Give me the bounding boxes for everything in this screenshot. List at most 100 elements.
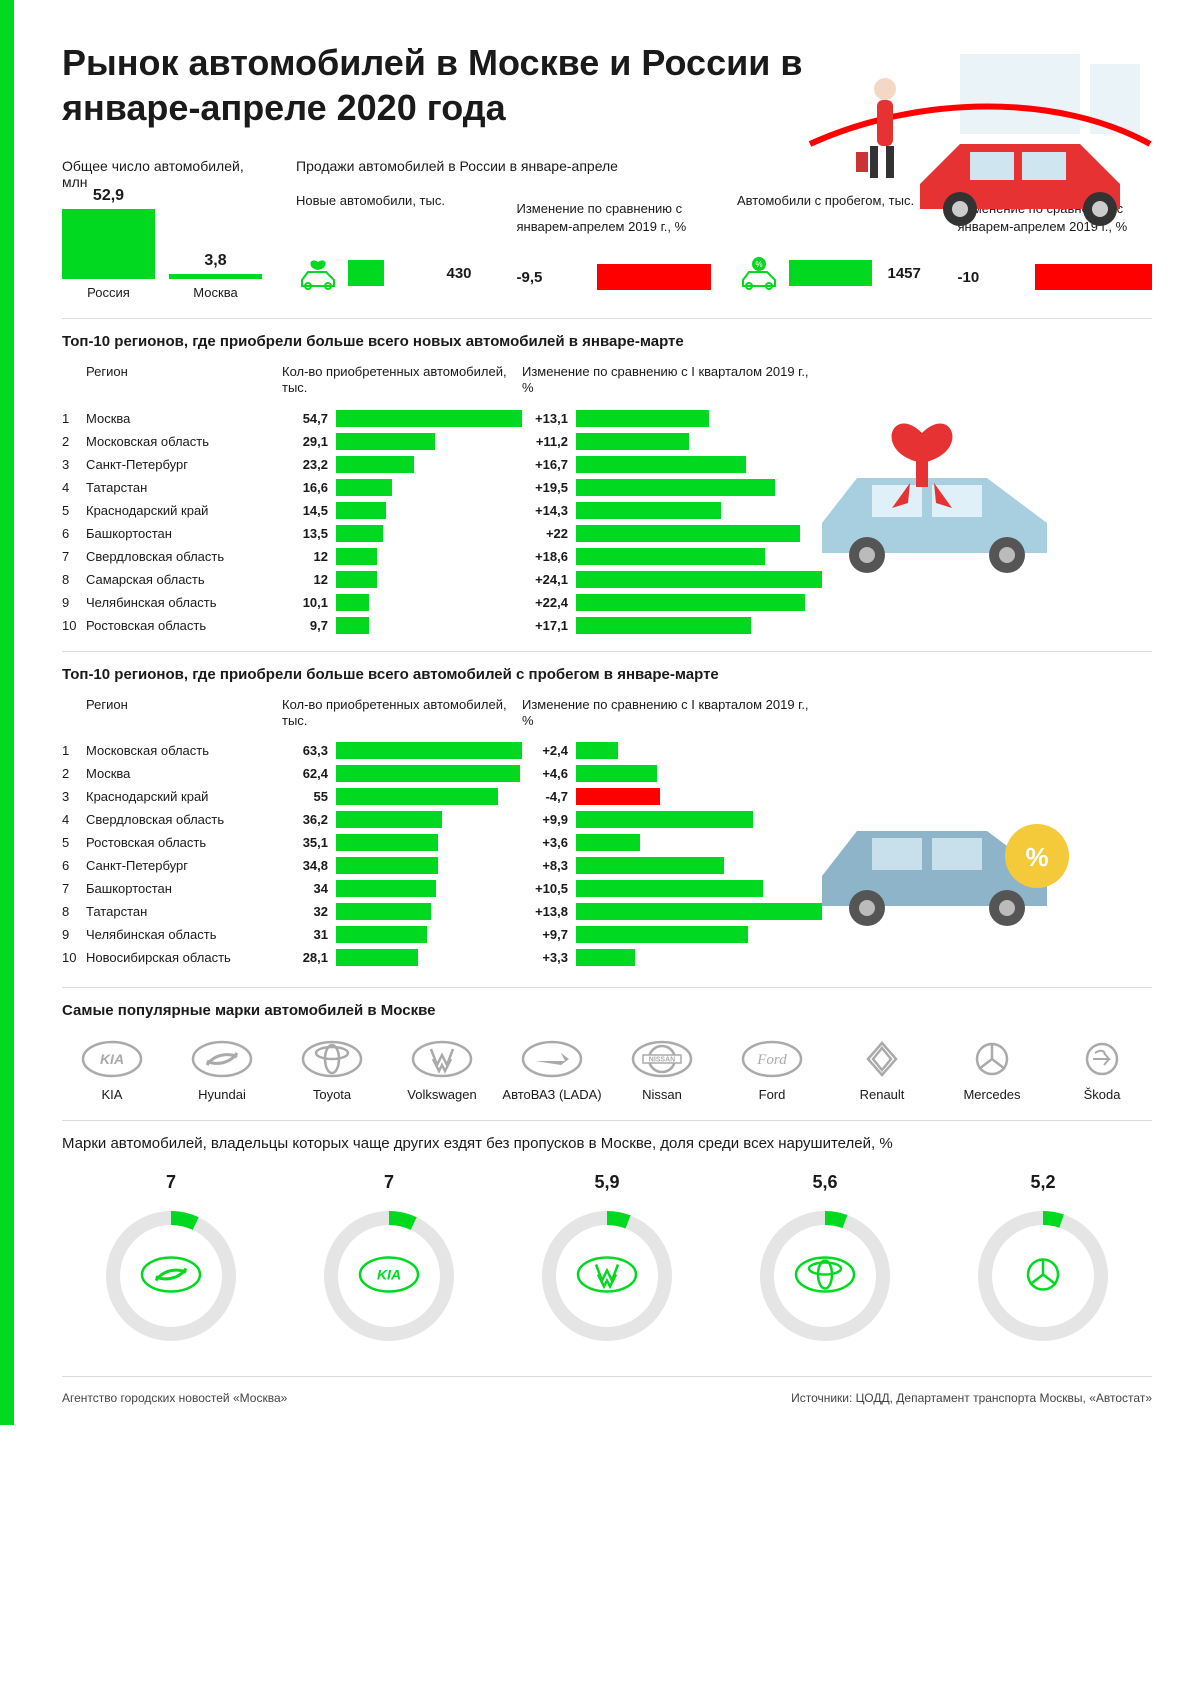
brand-name: Ford [722, 1087, 822, 1102]
donut-item: 5,6 [750, 1172, 900, 1356]
row-change-value: +3,3 [522, 950, 568, 965]
row-change-value: -4,7 [522, 789, 568, 804]
row-change-value: +11,2 [522, 434, 568, 449]
donut-value: 5,9 [532, 1172, 682, 1193]
row-change-value: +22,4 [522, 595, 568, 610]
row-count-value: 10,1 [282, 595, 328, 610]
row-num: 2 [62, 766, 86, 781]
sales-item-value: -10 [958, 269, 1002, 286]
donut-item: 7 [96, 1172, 246, 1356]
row-change-value: +9,9 [522, 812, 568, 827]
totals-bar-label: Россия [62, 285, 155, 300]
table1-title: Топ-10 регионов, где приобрели больше вс… [62, 333, 1152, 350]
row-num: 7 [62, 549, 86, 564]
car-bow-illustration [792, 393, 1112, 593]
brand-item: Hyundai [172, 1039, 272, 1102]
table1-h-change: Изменение по сравнению с I кварталом 201… [522, 364, 822, 397]
row-count-value: 63,3 [282, 743, 328, 758]
brand-name: Volkswagen [392, 1087, 492, 1102]
donut-value: 5,2 [968, 1172, 1118, 1193]
donut-brand-icon [1012, 1255, 1074, 1300]
hero-car-illustration [800, 34, 1160, 234]
row-count-value: 34 [282, 881, 328, 896]
totals-bar: 3,8 Москва [169, 252, 262, 300]
table2-title: Топ-10 регионов, где приобрели больше вс… [62, 666, 1152, 683]
row-count-value: 32 [282, 904, 328, 919]
row-change-value: +14,3 [522, 503, 568, 518]
row-count-value: 34,8 [282, 858, 328, 873]
svg-text:NISSAN: NISSAN [649, 1057, 675, 1064]
row-count-value: 13,5 [282, 526, 328, 541]
car-percent-icon: % [737, 256, 781, 290]
totals-block: Общее число автомобилей, млн 52,9Россия3… [62, 158, 262, 300]
brand-item: АвтоВАЗ (LADA) [502, 1039, 602, 1102]
donut-brand-icon [576, 1255, 638, 1300]
divider [62, 318, 1152, 319]
donut-value: 5,6 [750, 1172, 900, 1193]
row-region: Самарская область [86, 572, 282, 587]
table2-h-region: Регион [86, 697, 282, 730]
row-region: Ростовская область [86, 835, 282, 850]
row-num: 8 [62, 904, 86, 919]
row-region: Челябинская область [86, 927, 282, 942]
row-change-value: +13,1 [522, 411, 568, 426]
footer-left: Агентство городских новостей «Москва» [62, 1391, 287, 1405]
donut-item: 5,9 [532, 1172, 682, 1356]
row-count-value: 14,5 [282, 503, 328, 518]
row-region: Башкортостан [86, 526, 282, 541]
car-bow-icon [296, 256, 340, 290]
brand-logo-icon [411, 1039, 473, 1079]
sales-item-label: Новые автомобили, тыс. [296, 192, 491, 246]
row-change-value: +18,6 [522, 549, 568, 564]
row-region: Свердловская область [86, 549, 282, 564]
row-region: Краснодарский край [86, 789, 282, 804]
row-change-value: +4,6 [522, 766, 568, 781]
row-count-value: 28,1 [282, 950, 328, 965]
row-count-value: 23,2 [282, 457, 328, 472]
table-row: 9Челябинская область10,1+22,4 [62, 591, 1152, 614]
donuts-grid: 77KIA5,95,65,2 [62, 1172, 1152, 1356]
totals-bar-value: 3,8 [169, 252, 262, 270]
row-num: 1 [62, 743, 86, 758]
brand-logo-icon [301, 1039, 363, 1079]
row-region: Московская область [86, 743, 282, 758]
row-change-value: +8,3 [522, 858, 568, 873]
footer: Агентство городских новостей «Москва» Ис… [62, 1391, 1152, 1405]
divider [62, 1120, 1152, 1121]
brand-item: Toyota [282, 1039, 382, 1102]
row-change-value: +16,7 [522, 457, 568, 472]
brand-logo-icon [851, 1039, 913, 1079]
row-num: 10 [62, 618, 86, 633]
donut-brand-icon [140, 1255, 202, 1300]
row-region: Санкт-Петербург [86, 858, 282, 873]
row-region: Санкт-Петербург [86, 457, 282, 472]
table1-h-region: Регион [86, 364, 282, 397]
totals-bar: 52,9 Россия [62, 187, 155, 300]
totals-bar-value: 52,9 [62, 187, 155, 205]
row-change-value: +24,1 [522, 572, 568, 587]
row-change-value: +22 [522, 526, 568, 541]
row-region: Ростовская область [86, 618, 282, 633]
row-count-value: 31 [282, 927, 328, 942]
table-row: 10Ростовская область9,7+17,1 [62, 614, 1152, 637]
row-region: Челябинская область [86, 595, 282, 610]
brand-name: Renault [832, 1087, 932, 1102]
totals-bar-label: Москва [169, 285, 262, 300]
row-change-value: +9,7 [522, 927, 568, 942]
brand-name: АвтоВАЗ (LADA) [502, 1087, 602, 1102]
row-num: 6 [62, 526, 86, 541]
row-num: 8 [62, 572, 86, 587]
brand-name: Hyundai [172, 1087, 272, 1102]
row-change-value: +13,8 [522, 904, 568, 919]
brand-name: Mercedes [942, 1087, 1042, 1102]
row-num: 5 [62, 503, 86, 518]
brands-grid: KIAKIAHyundaiToyotaVolkswagenАвтоВАЗ (LA… [62, 1039, 1152, 1102]
row-num: 4 [62, 480, 86, 495]
brand-logo-icon [191, 1039, 253, 1079]
row-count-value: 9,7 [282, 618, 328, 633]
row-num: 7 [62, 881, 86, 896]
brand-logo-icon: KIA [81, 1039, 143, 1079]
footer-right: Источники: ЦОДД, Департамент транспорта … [791, 1391, 1152, 1405]
brand-name: Škoda [1052, 1087, 1152, 1102]
row-change-value: +19,5 [522, 480, 568, 495]
